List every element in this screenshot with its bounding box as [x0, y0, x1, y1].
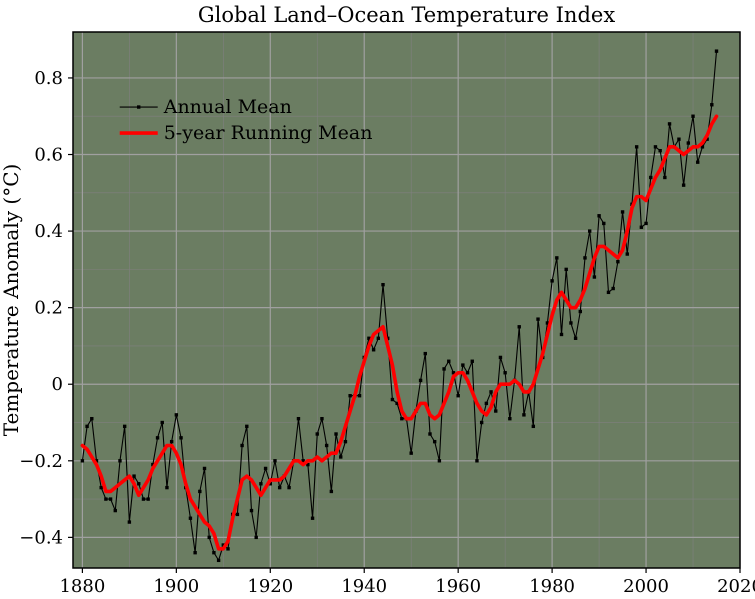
- legend-marker-icon: [137, 105, 140, 108]
- y-tick-label: −0.2: [19, 451, 63, 472]
- chart-title: Global Land–Ocean Temperature Index: [198, 3, 615, 27]
- x-tick-label: 1920: [247, 576, 293, 597]
- legend-label-smooth: 5-year Running Mean: [164, 122, 373, 144]
- x-tick-label: 1960: [435, 576, 481, 597]
- x-tick-label: 1900: [153, 576, 199, 597]
- y-tick-label: 0.8: [34, 68, 63, 89]
- x-tick-label: 1880: [59, 576, 105, 597]
- y-tick-label: 0.2: [34, 298, 63, 319]
- x-tick-label: 1980: [529, 576, 575, 597]
- y-tick-label: −0.4: [19, 527, 63, 548]
- temperature-anomaly-chart: 1880 1900 1920 1940 1960 1980 2000 2020 −0.4 −0.2…: [0, 0, 755, 599]
- legend-label-annual: Annual Mean: [163, 96, 292, 118]
- y-axis-label: Temperature Anomaly (°C): [0, 164, 23, 437]
- y-tick-label: 0: [52, 374, 63, 395]
- y-tick-label: 0.4: [34, 221, 63, 242]
- x-tick-label: 2020: [717, 576, 755, 597]
- y-tick-label: 0.6: [34, 145, 63, 166]
- x-tick-label: 2000: [623, 576, 669, 597]
- x-tick-label: 1940: [341, 576, 387, 597]
